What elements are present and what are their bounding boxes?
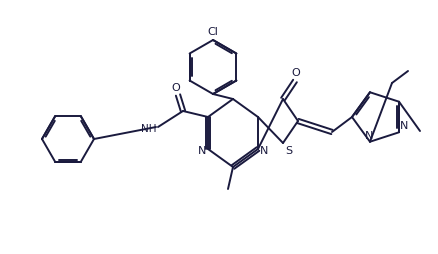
Text: NH: NH [140, 123, 155, 133]
Text: N: N [399, 121, 407, 131]
Text: S: S [284, 146, 291, 155]
Text: N: N [197, 146, 205, 155]
Text: O: O [171, 83, 180, 93]
Text: N: N [259, 146, 268, 155]
Text: O: O [291, 68, 300, 78]
Text: N: N [364, 130, 372, 140]
Text: Cl: Cl [207, 27, 218, 37]
